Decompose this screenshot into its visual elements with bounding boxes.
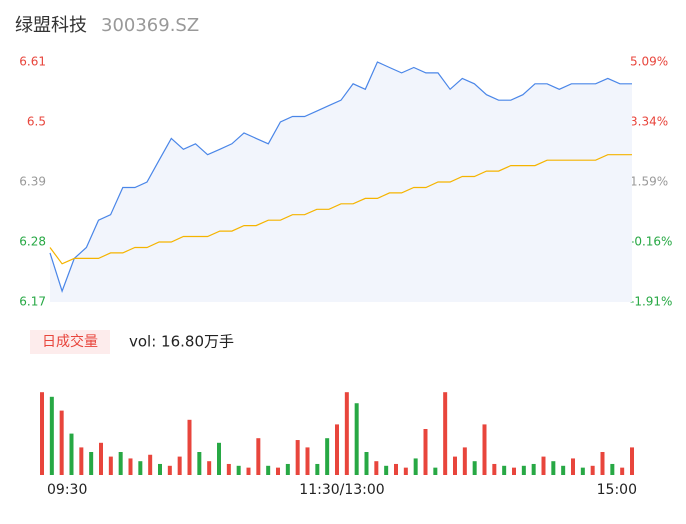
volume-bar [354,403,359,475]
volume-bar [325,438,330,475]
volume-bar [590,465,595,475]
volume-bar [59,410,64,475]
y2-tick-label: 3.34% [630,115,668,129]
volume-bar [512,467,516,475]
stock-code: 300369.SZ [101,15,199,36]
price-line [49,61,632,293]
volume-bar [79,447,84,475]
y2-tick-label: 1.59% [630,175,668,189]
volume-bar [305,447,310,475]
y-tick-label: 6.5 [27,115,46,129]
volume-bar [187,419,192,475]
volume-label: vol: 16.80万手 [129,333,234,351]
volume-bar [403,467,408,475]
volume-bar [561,465,566,475]
volume-bar [128,458,133,475]
volume-bar [226,463,231,475]
volume-bar [177,456,182,475]
volume-bar [335,424,339,475]
y-tick-label: 6.17 [19,295,46,309]
volume-bar [551,461,556,475]
volume-bar [207,461,212,475]
volume-bar [108,456,113,475]
volume-bar [148,454,153,475]
volume-bar [384,465,389,475]
volume-bar [167,465,172,475]
price-area [50,62,632,302]
volume-bar [89,452,94,475]
volume-bar [118,452,123,475]
y2-tick-label: -1.91% [630,295,672,309]
volume-bar [462,447,467,475]
volume-bar [600,452,605,475]
volume-bar [630,447,634,475]
volume-bar [99,442,103,475]
volume-bar [285,463,290,475]
volume-bar [49,396,54,475]
volume-bar [423,429,428,475]
volume-bar [482,424,487,475]
volume-bar [344,392,349,475]
y-tick-label: 6.61 [19,55,46,69]
y2-tick-label: -0.16% [630,235,672,249]
y2-tick-label: 5.09% [630,55,668,69]
y-tick-label: 6.39 [19,175,46,189]
volume-bar [413,458,418,475]
volume-bar [40,392,44,475]
volume-bar [620,467,625,475]
volume-bar [236,465,241,475]
volume-bar [433,467,438,475]
volume-bar [472,461,477,475]
volume-bar [541,456,546,475]
volume-bar [158,463,162,475]
volume-button-label[interactable]: 日成交量 [42,333,98,350]
volume-bar [502,465,507,475]
x-tick-label: 15:00 [597,482,637,498]
volume-bar [492,463,497,475]
stock-name: 绿盟科技 [15,15,87,36]
volume-bar [610,463,615,475]
volume-button[interactable] [30,330,110,354]
volume-bar [266,465,271,475]
volume-bar [246,467,251,475]
y-tick-label: 6.28 [19,235,46,249]
x-tick-label: 09:30 [47,482,87,498]
volume-bar [443,392,448,475]
volume-bar [580,467,585,475]
volume-bar [394,463,398,475]
volume-bar [217,442,221,475]
average-line [49,154,632,265]
volume-bar [256,438,261,475]
volume-bar [197,452,202,475]
volume-bar [374,461,379,475]
x-tick-label: 11:30/13:00 [299,482,384,498]
volume-bar [315,463,320,475]
volume-bar [276,467,280,475]
volume-bar [571,458,575,475]
volume-bar [531,463,536,475]
volume-bar [364,452,369,475]
volume-bar [453,456,457,475]
volume-bar [138,461,143,475]
volume-bar [69,433,74,475]
volume-bar [295,440,300,475]
volume-bar [521,465,526,475]
